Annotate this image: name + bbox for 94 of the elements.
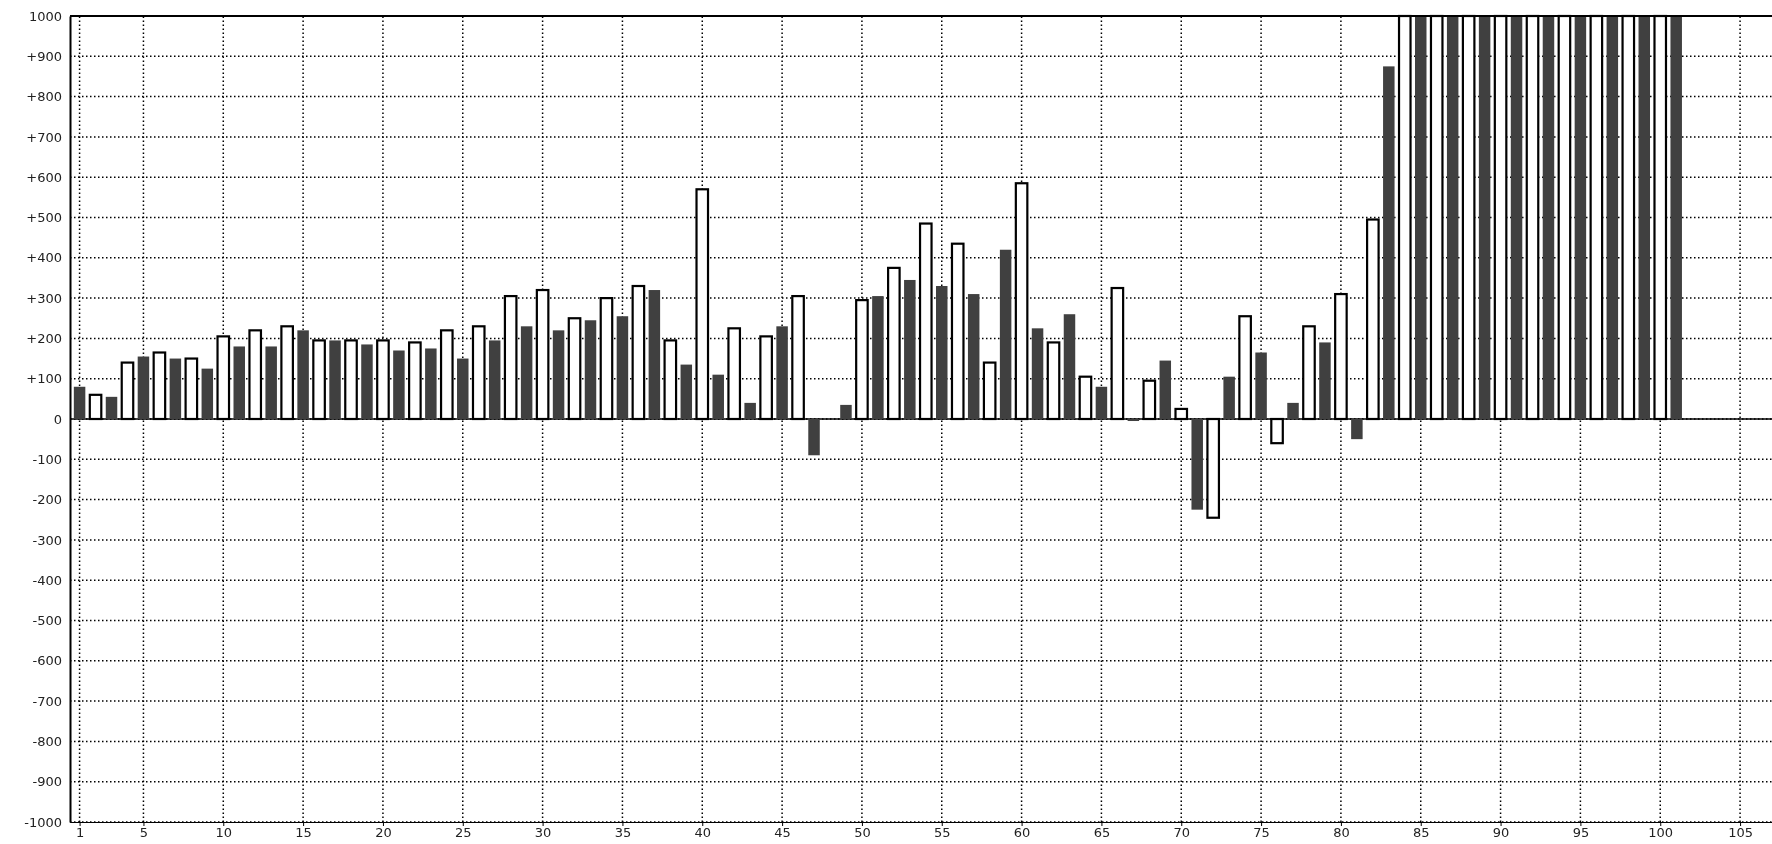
y-tick-label: +500 xyxy=(26,210,62,226)
bar xyxy=(425,348,437,419)
y-tick-label: -300 xyxy=(32,532,62,548)
x-tick-label: 10 xyxy=(215,824,233,840)
y-tick-label: -500 xyxy=(32,613,62,629)
bar xyxy=(936,286,948,419)
y-tick-label: +600 xyxy=(26,169,62,185)
x-tick-label: 20 xyxy=(375,824,392,840)
x-tick-label: 50 xyxy=(854,824,871,840)
bar xyxy=(776,326,788,419)
x-tick-label: 65 xyxy=(1093,824,1111,840)
bar xyxy=(744,402,756,419)
x-tick-label: 45 xyxy=(774,824,791,840)
y-tick-label: -400 xyxy=(32,572,62,588)
bar xyxy=(616,316,629,419)
y-tick-label: +100 xyxy=(26,371,62,387)
bar xyxy=(457,358,469,419)
bar xyxy=(329,340,341,419)
bar xyxy=(73,386,86,419)
x-tick-label: 5 xyxy=(139,824,149,840)
bar xyxy=(840,404,852,419)
y-tick-label: -600 xyxy=(32,653,62,669)
y-tick-label: +400 xyxy=(26,250,62,266)
x-tick-label: 1 xyxy=(75,824,85,840)
bar xyxy=(680,364,693,419)
bar xyxy=(1446,16,1459,419)
bar xyxy=(201,368,214,419)
x-tick-label: 105 xyxy=(1728,824,1753,840)
bar xyxy=(552,330,565,419)
bar xyxy=(169,358,182,419)
bar xyxy=(233,346,245,419)
x-tick-label: 70 xyxy=(1173,824,1191,840)
y-tick-label: -900 xyxy=(32,774,62,790)
bar xyxy=(1606,16,1619,419)
bar xyxy=(265,346,277,419)
y-tick-label: -200 xyxy=(32,492,62,508)
bar xyxy=(1255,352,1267,419)
x-tick-label: 100 xyxy=(1648,824,1674,840)
x-tick-label: 75 xyxy=(1253,824,1270,840)
bar xyxy=(967,294,980,419)
y-tick-label: 0 xyxy=(53,411,62,427)
bar xyxy=(1063,314,1076,419)
x-tick-label: 60 xyxy=(1013,824,1031,840)
x-tick-label: 35 xyxy=(614,824,632,840)
bar xyxy=(1638,16,1651,419)
bar xyxy=(1191,419,1203,510)
bar xyxy=(488,340,501,419)
x-tick-label: 55 xyxy=(933,824,951,840)
y-tick-label: +900 xyxy=(26,48,62,64)
bar xyxy=(1095,386,1108,419)
x-tick-label: 30 xyxy=(534,824,552,840)
x-tick-label: 90 xyxy=(1492,824,1510,840)
bar xyxy=(1670,16,1682,419)
bar xyxy=(1351,419,1363,440)
bar xyxy=(904,279,916,419)
y-tick-label: +200 xyxy=(26,331,62,347)
bar xyxy=(648,290,661,419)
bar xyxy=(1383,66,1395,419)
bar xyxy=(999,249,1012,419)
y-tick-label: -800 xyxy=(32,734,62,750)
y-tick-label: +800 xyxy=(26,89,62,105)
bar xyxy=(712,374,724,419)
bar xyxy=(361,344,373,419)
bar xyxy=(393,350,405,419)
bar xyxy=(520,326,533,419)
y-tick-label: -700 xyxy=(32,693,62,709)
x-tick-label: 40 xyxy=(694,824,712,840)
bar xyxy=(1510,16,1523,419)
bar xyxy=(584,320,597,419)
bar xyxy=(297,330,309,419)
x-tick-label: 95 xyxy=(1572,824,1590,840)
x-tick-label: 15 xyxy=(295,824,312,840)
bar xyxy=(1415,16,1427,419)
x-tick-label: 85 xyxy=(1412,824,1430,840)
bar xyxy=(1223,376,1235,419)
y-tick-label: +300 xyxy=(26,290,62,306)
y-tick-label: +700 xyxy=(26,129,62,145)
bar xyxy=(1031,328,1044,419)
bar xyxy=(137,356,150,419)
y-tick-label: -100 xyxy=(32,451,62,467)
x-tick-label: 25 xyxy=(455,824,472,840)
y-tick-label: 1000 xyxy=(28,8,62,24)
bar xyxy=(1542,16,1555,419)
x-tick-label: 80 xyxy=(1333,824,1350,840)
bar xyxy=(1127,419,1140,422)
y-tick-label: -1000 xyxy=(24,814,62,830)
bar xyxy=(1574,16,1587,419)
bar xyxy=(1319,342,1331,419)
bar xyxy=(105,396,118,419)
bar xyxy=(1478,16,1491,419)
bar xyxy=(1159,360,1172,419)
bar xyxy=(1287,402,1299,419)
bar xyxy=(872,296,884,419)
bar xyxy=(808,419,820,456)
